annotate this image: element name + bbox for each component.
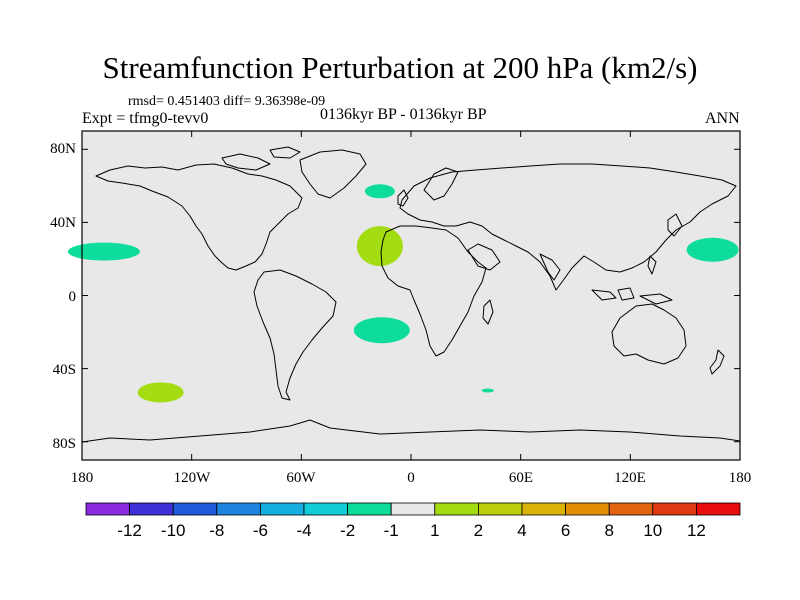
colorbar-swatch: [565, 502, 610, 516]
colorbar-label: -4: [296, 521, 311, 540]
colorbar-swatch: [172, 502, 218, 516]
coastline-maritime-continent: [591, 213, 683, 305]
north-pacific-west-negative: [686, 237, 739, 262]
y-tick-40s: 40S: [53, 362, 76, 378]
coastline-scandinavia: [423, 167, 459, 201]
south-indian-small-negative: [481, 388, 494, 393]
stats-label: rmsd= 0.451403 diff= 9.36398e-09: [128, 94, 326, 109]
tick-marks: [81, 131, 741, 460]
colorbar-swatch: [259, 502, 305, 516]
x-tick-180e: 180: [729, 470, 752, 486]
y-tick-80s: 80S: [53, 436, 76, 452]
coastline-south-america: [253, 269, 337, 401]
coastlines: [81, 146, 741, 443]
colorbar-swatch: [696, 502, 741, 516]
colorbar-swatch: [216, 502, 261, 516]
colorbar-label: 1: [430, 521, 439, 540]
colorbar-swatch: [303, 502, 348, 516]
east-atlantic-positive: [356, 226, 403, 267]
coastline-arctic-islands: [221, 146, 301, 171]
colorbar-swatch: [85, 502, 130, 516]
coastline-new-zealand: [709, 349, 725, 375]
colorbar-label: -8: [209, 521, 224, 540]
colorbar-label: 6: [561, 521, 570, 540]
x-tick-60e: 60E: [509, 470, 533, 486]
colorbar-label: 4: [517, 521, 526, 540]
colorbar-swatch: [129, 502, 174, 516]
x-tick-180w: 180: [71, 470, 94, 486]
colorbar-label: 8: [604, 521, 613, 540]
x-tick-0: 0: [407, 470, 415, 486]
colorbar-swatch: [477, 502, 523, 516]
x-tick-120e: 120E: [614, 470, 646, 486]
anomaly-layer: [67, 184, 739, 403]
colorbar-label: -10: [161, 521, 186, 540]
coastline-arabia-india: [467, 243, 561, 281]
north-atlantic-negative: [364, 184, 395, 199]
colorbar-swatch: [434, 502, 479, 516]
x-tick-60w: 60W: [286, 470, 316, 486]
y-tick-40n: 40N: [50, 215, 76, 231]
season-label: ANN: [705, 110, 740, 127]
coastline-australia: [611, 303, 687, 365]
colorbar-label: 2: [474, 521, 483, 540]
y-tick-80n: 80N: [50, 141, 76, 157]
coastline-british-isles: [397, 189, 409, 207]
colorbar: [85, 502, 741, 516]
coastline-antarctica: [81, 419, 741, 443]
coastline-north-america: [95, 163, 303, 271]
colorbar-label: -1: [384, 521, 399, 540]
colorbar-swatch: [608, 502, 654, 516]
chart-title: Streamfunction Perturbation at 200 hPa (…: [102, 50, 698, 85]
south-pacific-positive: [137, 382, 184, 403]
x-tick-120w: 120W: [174, 470, 212, 486]
colorbar-labels: -12 -10 -8 -6 -4 -2 -1 1 2 4 6 8 10 12: [117, 521, 706, 540]
north-pacific-east-negative: [67, 242, 140, 261]
period-label: 0136kyr BP - 0136kyr BP: [320, 106, 487, 123]
y-tick-0: 0: [69, 289, 77, 305]
coastline-africa: [380, 225, 487, 357]
colorbar-label: -12: [117, 521, 142, 540]
colorbar-swatch: [652, 502, 697, 516]
coastline-greenland: [299, 149, 367, 199]
colorbar-swatch: [521, 502, 566, 516]
south-atlantic-negative: [353, 317, 410, 344]
colorbar-swatch: [390, 502, 436, 516]
map-background: [82, 131, 740, 460]
colorbar-label: 10: [643, 521, 662, 540]
colorbar-label: -6: [253, 521, 268, 540]
coastline-eurasia: [399, 163, 737, 291]
colorbar-label: 12: [687, 521, 706, 540]
coastline-madagascar: [482, 299, 494, 325]
experiment-label: Expt = tfmg0-tevv0: [82, 110, 209, 127]
colorbar-label: -2: [340, 521, 355, 540]
colorbar-swatch: [347, 502, 392, 516]
